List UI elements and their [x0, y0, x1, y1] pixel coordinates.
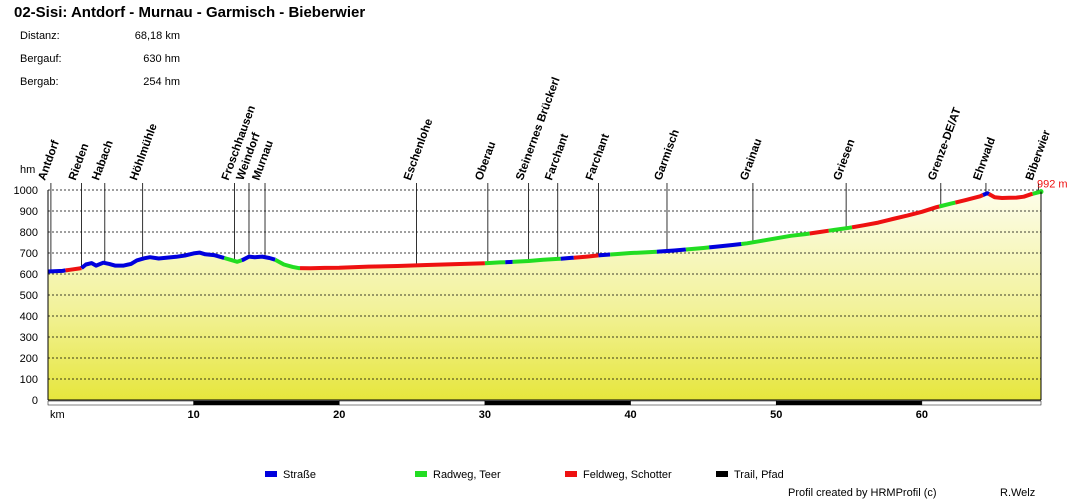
profile-segment [851, 204, 940, 230]
x-scale-band [921, 400, 1042, 406]
waypoint-label: Garmisch [653, 128, 682, 182]
legend-label: Straße [283, 469, 317, 481]
x-scale-band [193, 400, 340, 406]
y-tick-label: 400 [20, 311, 38, 323]
waypoint-label: Grenze-DE/AT [926, 106, 963, 182]
profile-segment [80, 250, 225, 270]
profile-segment [223, 256, 243, 264]
waypoint-label: Farchant [543, 132, 571, 182]
x-tick-label: 60 [916, 409, 928, 421]
profile-segment [484, 260, 506, 266]
legend-label: Radweg, Teer [433, 469, 501, 481]
legend-label: Trail, Pfad [734, 469, 784, 481]
waypoint-label: Eschenlohe [402, 117, 435, 182]
x-scale-band [484, 400, 631, 406]
x-scale-band [775, 400, 923, 406]
y-axis-label: hm [20, 164, 35, 176]
waypoint-label: Rieden [67, 142, 91, 182]
legend-swatch [415, 471, 427, 478]
y-tick-label: 1000 [14, 185, 38, 197]
legend-label: Feldweg, Schotter [583, 469, 672, 481]
x-tick-label: 30 [479, 409, 491, 421]
stat-value: 254 hm [143, 76, 180, 88]
stat-descent: Bergab: 254 hm [20, 76, 180, 99]
y-tick-label: 200 [20, 353, 38, 365]
x-tick-label: 40 [624, 409, 636, 421]
legend-swatch [565, 471, 577, 478]
profile-segment [241, 254, 276, 263]
stat-value: 68,18 km [134, 30, 180, 42]
profile-segment [299, 261, 485, 271]
profile-segment [982, 191, 990, 197]
profile-segment [987, 191, 1034, 200]
waypoint-label: Habach [90, 139, 115, 182]
waypoint-label: Grainau [738, 137, 764, 182]
end-elevation-label: 992 m [1037, 179, 1068, 191]
profile-segment [809, 228, 829, 236]
x-axis-label: km [50, 409, 65, 421]
profile-segment [610, 249, 657, 257]
waypoint-label: Oberau [473, 140, 498, 182]
x-tick-label: 10 [188, 409, 200, 421]
legend-item-radweg: Radweg, Teer [415, 469, 501, 481]
profile-area-fill [48, 191, 1041, 400]
profile-segment [828, 225, 853, 233]
profile-segment [65, 266, 82, 273]
stat-ascent: Bergauf: 630 hm [20, 53, 180, 76]
y-tick-label: 600 [20, 269, 38, 281]
stat-distance: Distanz: 68,18 km [20, 30, 180, 53]
legend-swatch [265, 471, 277, 478]
y-tick-label: 700 [20, 248, 38, 260]
x-tick-label: 20 [333, 409, 345, 421]
x-scale-band [630, 400, 777, 406]
y-tick-label: 0 [32, 395, 38, 407]
y-tick-label: 900 [20, 206, 38, 218]
y-tick-label: 300 [20, 332, 38, 344]
y-tick-label: 500 [20, 290, 38, 302]
waypoint-label: Biberwier [1024, 128, 1053, 182]
stat-label: Distanz: [20, 30, 60, 42]
chart-title: 02-Sisi: Antdorf - Murnau - Garmisch - B… [14, 4, 366, 21]
profile-segment [560, 255, 575, 261]
y-tick-label: 800 [20, 227, 38, 239]
stat-label: Bergab: [20, 76, 59, 88]
x-scale-band [339, 400, 486, 406]
legend-swatch [716, 471, 728, 478]
waypoint-label: Höhlmühle [128, 122, 160, 182]
profile-segment [512, 256, 561, 264]
route-stats: Distanz: 68,18 km Bergauf: 630 hm Bergab… [20, 30, 180, 99]
author-text: R.Welz [1000, 487, 1036, 499]
profile-segment [274, 257, 301, 271]
profile-segment [47, 268, 66, 274]
y-tick-label: 100 [20, 374, 38, 386]
stat-label: Bergauf: [20, 53, 62, 65]
elevation-profile-chart: 0 100 200 300 400 500 600 700 800 900 1000 hm 10 20 30… [14, 76, 1068, 421]
profile-segment [938, 200, 956, 209]
legend-item-trail: Trail, Pfad [716, 469, 784, 481]
profile-segment [573, 253, 599, 260]
credit-text: Profil created by HRMProfil (c) [788, 487, 937, 499]
x-scale-band [47, 400, 194, 406]
profile-segment [741, 231, 810, 246]
legend-item-strasse: Straße [265, 469, 316, 481]
waypoint-label: Farchant [584, 132, 612, 182]
profile-segment [685, 245, 710, 252]
profile-segment [708, 242, 742, 250]
legend-item-feldweg: Feldweg, Schotter [565, 469, 672, 481]
x-tick-label: 50 [770, 409, 782, 421]
waypoint-label: Ehrwald [971, 136, 998, 182]
stat-value: 630 hm [143, 53, 180, 65]
profile-segment [954, 193, 984, 205]
waypoint-label: Griesen [832, 138, 858, 182]
waypoint-label: Antdorf [36, 139, 62, 182]
profile-segment [656, 247, 687, 254]
profile-segment [598, 252, 611, 258]
